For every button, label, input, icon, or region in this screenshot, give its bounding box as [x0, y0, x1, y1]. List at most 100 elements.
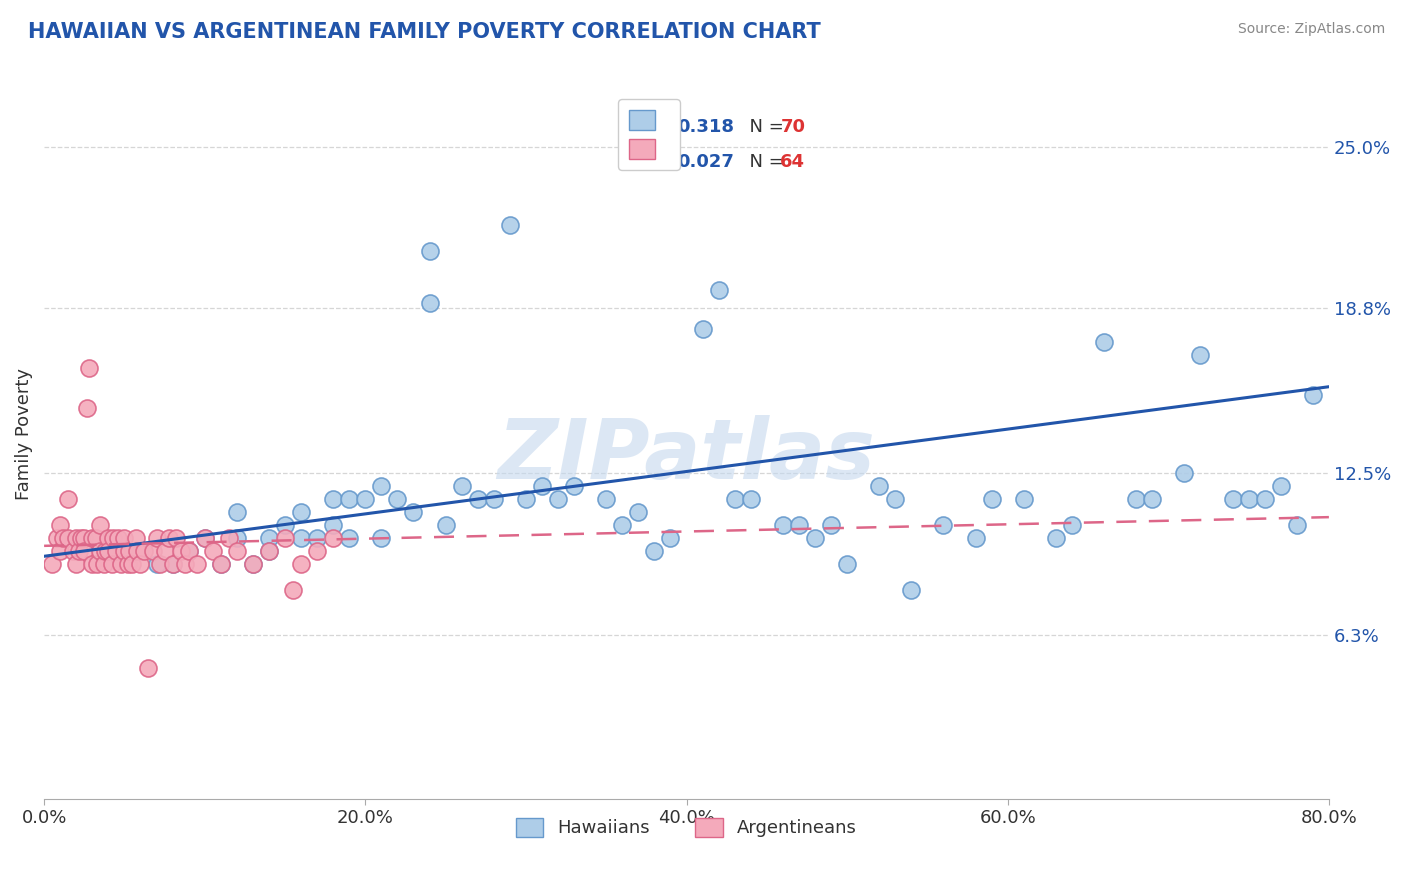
Point	[242, 557, 264, 571]
Point	[218, 531, 240, 545]
Point	[132, 544, 155, 558]
Point	[121, 557, 143, 571]
Point	[145, 531, 167, 545]
Point	[225, 531, 247, 545]
Point	[980, 491, 1002, 506]
Point	[322, 518, 344, 533]
Point	[530, 479, 553, 493]
Point	[105, 544, 128, 558]
Point	[129, 557, 152, 571]
Point	[89, 518, 111, 533]
Point	[65, 557, 87, 571]
Point	[52, 531, 75, 545]
Point	[307, 531, 329, 545]
Point	[157, 531, 180, 545]
Point	[740, 491, 762, 506]
Point	[89, 544, 111, 558]
Point	[186, 557, 208, 571]
Point	[562, 479, 585, 493]
Point	[117, 557, 139, 571]
Point	[194, 531, 217, 545]
Point	[932, 518, 955, 533]
Point	[107, 531, 129, 545]
Point	[595, 491, 617, 506]
Y-axis label: Family Poverty: Family Poverty	[15, 368, 32, 500]
Point	[162, 557, 184, 571]
Point	[101, 531, 124, 545]
Point	[467, 491, 489, 506]
Point	[884, 491, 907, 506]
Point	[820, 518, 842, 533]
Point	[129, 544, 152, 558]
Point	[337, 531, 360, 545]
Point	[97, 544, 120, 558]
Point	[257, 531, 280, 545]
Point	[82, 531, 104, 545]
Text: N =: N =	[738, 118, 789, 136]
Point	[515, 491, 537, 506]
Point	[84, 531, 107, 545]
Text: R =: R =	[641, 153, 681, 170]
Point	[257, 544, 280, 558]
Point	[787, 518, 810, 533]
Point	[835, 557, 858, 571]
Point	[58, 531, 80, 545]
Point	[1142, 491, 1164, 506]
Point	[46, 531, 69, 545]
Point	[142, 544, 165, 558]
Point	[692, 322, 714, 336]
Point	[194, 531, 217, 545]
Point	[69, 544, 91, 558]
Point	[153, 544, 176, 558]
Point	[370, 531, 392, 545]
Point	[127, 544, 149, 558]
Point	[93, 557, 115, 571]
Text: 0.027: 0.027	[678, 153, 734, 170]
Point	[659, 531, 682, 545]
Point	[499, 218, 522, 232]
Point	[370, 479, 392, 493]
Point	[322, 531, 344, 545]
Point	[307, 544, 329, 558]
Text: 70: 70	[780, 118, 806, 136]
Point	[707, 283, 730, 297]
Point	[73, 544, 96, 558]
Point	[1173, 466, 1195, 480]
Point	[627, 505, 650, 519]
Point	[62, 544, 84, 558]
Point	[124, 531, 146, 545]
Point	[337, 491, 360, 506]
Point	[322, 491, 344, 506]
Point	[112, 531, 135, 545]
Point	[1189, 348, 1212, 362]
Point	[149, 557, 172, 571]
Point	[1222, 491, 1244, 506]
Point	[94, 544, 117, 558]
Text: N =: N =	[738, 153, 789, 170]
Point	[201, 544, 224, 558]
Text: HAWAIIAN VS ARGENTINEAN FAMILY POVERTY CORRELATION CHART: HAWAIIAN VS ARGENTINEAN FAMILY POVERTY C…	[28, 22, 821, 42]
Point	[900, 583, 922, 598]
Point	[86, 557, 108, 571]
Point	[118, 544, 141, 558]
Legend: Hawaiians, Argentineans: Hawaiians, Argentineans	[509, 811, 865, 845]
Point	[177, 544, 200, 558]
Point	[242, 557, 264, 571]
Point	[772, 518, 794, 533]
Point	[162, 557, 184, 571]
Point	[138, 661, 160, 675]
Point	[145, 557, 167, 571]
Point	[274, 518, 297, 533]
Point	[257, 544, 280, 558]
Point	[354, 491, 377, 506]
Point	[73, 531, 96, 545]
Point	[1302, 387, 1324, 401]
Point	[225, 505, 247, 519]
Point	[41, 557, 63, 571]
Point	[76, 401, 98, 415]
Point	[612, 518, 634, 533]
Point	[804, 531, 827, 545]
Point	[65, 531, 87, 545]
Point	[482, 491, 505, 506]
Point	[100, 557, 122, 571]
